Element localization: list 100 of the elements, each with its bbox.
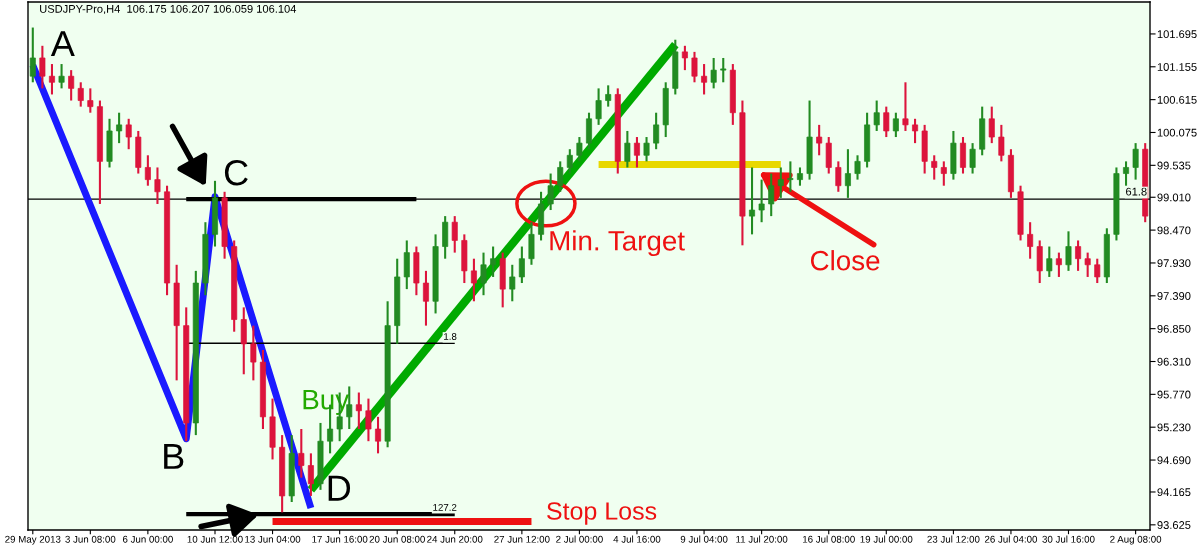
annotation: 61.8 (1126, 187, 1147, 196)
candlestick (375, 415, 382, 455)
candlestick (912, 117, 919, 145)
x-tick-label: 11 Jul 20:00 (736, 535, 788, 543)
candlestick (816, 123, 823, 157)
candlestick (969, 142, 976, 175)
candlestick (749, 166, 756, 236)
candlestick (125, 117, 132, 151)
candlestick (144, 154, 151, 187)
candlestick (422, 269, 429, 327)
x-tick-label: 16 Jul 08:00 (803, 535, 855, 543)
x-tick-label: 23 Jul 12:00 (927, 535, 980, 543)
candlestick (490, 245, 497, 278)
candlestick (451, 215, 458, 254)
x-tick-label: 13 Jun 04:00 (245, 535, 301, 543)
candlestick (576, 136, 583, 163)
candlestick (768, 172, 775, 218)
candlestick (509, 263, 516, 303)
candlestick (854, 154, 861, 181)
candlestick (58, 63, 65, 90)
y-tick-label: 97.390 (1157, 292, 1191, 300)
candlestick (605, 84, 612, 108)
candlestick (470, 257, 477, 303)
candlestick (1094, 257, 1101, 285)
x-tick-label: 2 Jul 00:00 (556, 535, 603, 543)
candlestick (710, 56, 717, 90)
candlestick (988, 105, 995, 145)
y-tick-label: 101.155 (1157, 63, 1197, 71)
candlestick (39, 44, 46, 90)
x-tick-label: 6 Jun 00:00 (122, 535, 173, 543)
annotation: B (164, 444, 184, 469)
candlestick (250, 324, 257, 382)
candlestick (787, 160, 794, 193)
candlestick (777, 166, 784, 199)
candlestick (557, 160, 564, 193)
y-tick-label: 94.165 (1157, 488, 1191, 497)
candlestick (653, 111, 660, 151)
y-tick-label: 95.770 (1157, 390, 1191, 399)
x-tick-label: 30 Jul 16:00 (1042, 535, 1095, 543)
candlestick (1075, 239, 1082, 272)
candlestick (1123, 160, 1130, 187)
candlestick (883, 105, 890, 139)
y-tick-label: 100.075 (1157, 128, 1197, 137)
candlestick (931, 154, 938, 181)
x-tick-label: 29 May 2013 (5, 535, 61, 545)
annotation: A (50, 31, 75, 56)
candlestick (902, 81, 909, 132)
candlestick (1084, 251, 1091, 278)
candlestick (940, 160, 947, 187)
x-tick-label: 24 Jun 20:00 (427, 535, 483, 543)
y-tick-label: 96.310 (1157, 357, 1191, 366)
candlestick (691, 50, 698, 84)
chart-title: USDJPY-Pro,H4 106.175 106.207 106.059 106.104 (40, 4, 297, 15)
candlestick (873, 99, 880, 132)
y-tick-label: 99.010 (1157, 193, 1191, 202)
y-tick-label: 95.230 (1157, 423, 1191, 432)
candlestick (355, 391, 362, 431)
annotation: 127.2 (433, 503, 457, 511)
y-tick-label: 96.850 (1157, 324, 1191, 333)
candlestick (77, 81, 84, 108)
y-tick-label: 101.695 (1157, 30, 1197, 39)
candlestick (116, 111, 123, 145)
candlestick (624, 129, 631, 169)
x-tick-label: 19 Jul 00:00 (860, 535, 913, 543)
annotation: D (328, 475, 351, 501)
candlestick (1132, 142, 1139, 181)
annotation: Stop Loss (547, 502, 657, 525)
candlestick (29, 26, 36, 84)
y-tick-label: 99.535 (1157, 161, 1191, 170)
candlestick (998, 123, 1005, 163)
candlestick (1027, 221, 1034, 260)
candlestick (48, 63, 55, 96)
candlestick (298, 427, 305, 479)
annotation: Min. Target (550, 230, 685, 257)
candlestick (681, 44, 688, 72)
candlestick (480, 251, 487, 297)
x-tick-label: 2 Aug 08:00 (1110, 535, 1162, 545)
candlestick (633, 136, 640, 169)
x-tick-label: 27 Jun 12:00 (494, 535, 550, 543)
candlestick (595, 87, 602, 126)
x-tick-label: 3 Jun 08:00 (65, 535, 116, 543)
candlestick (518, 245, 525, 285)
candlestick (758, 178, 765, 224)
candlestick (835, 160, 842, 193)
x-tick-label: 26 Jul 04:00 (984, 535, 1038, 543)
candlestick (1046, 245, 1053, 278)
candlestick (547, 172, 554, 212)
candlestick (643, 136, 650, 163)
candlestick (68, 69, 75, 102)
candlestick (1065, 230, 1072, 272)
candlestick (701, 63, 708, 96)
y-tick-label: 93.625 (1157, 521, 1191, 529)
annotation: 1.8 (444, 333, 457, 340)
candlestick (87, 87, 94, 114)
candlestick (154, 166, 161, 205)
candlestick (844, 148, 851, 199)
candlestick (307, 452, 314, 497)
x-tick-label: 4 Jul 16:00 (613, 535, 661, 543)
candlestick (1055, 251, 1062, 278)
y-tick-label: 94.690 (1157, 456, 1191, 465)
